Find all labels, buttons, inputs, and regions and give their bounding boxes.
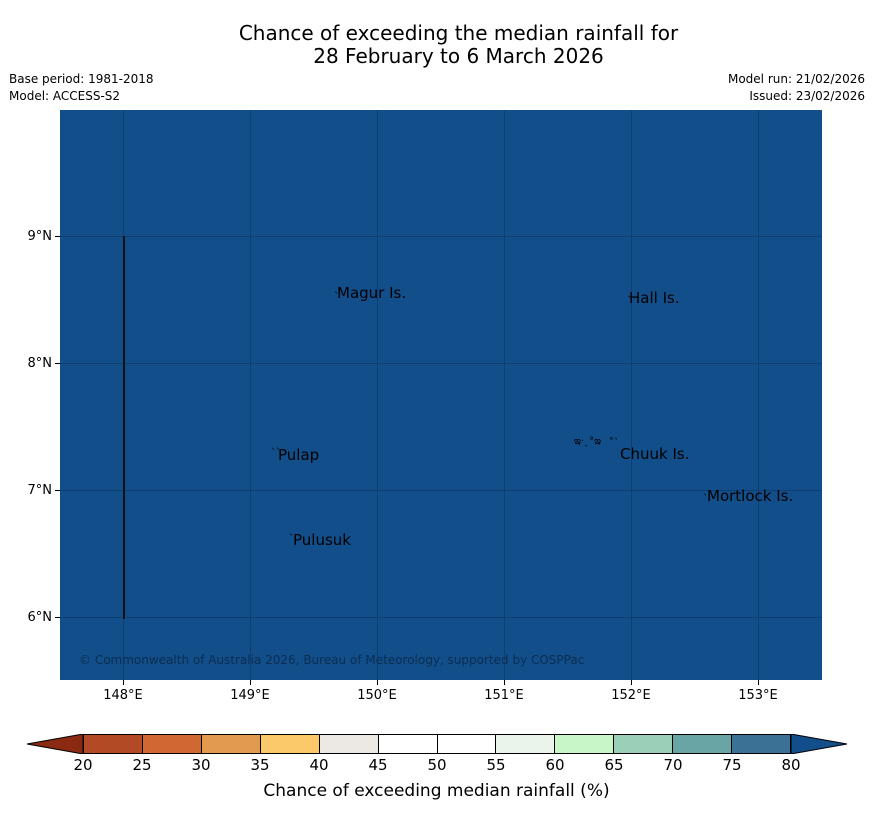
colorbar-tick-label: 30: [191, 756, 211, 774]
colorbar-tick-label: 45: [368, 756, 388, 774]
meta-right: Model run: 21/02/2026 Issued: 23/02/2026: [728, 71, 865, 105]
colorbar-segment: [614, 735, 674, 753]
colorbar-segment: [496, 735, 556, 753]
meta-left: Base period: 1981-2018 Model: ACCESS-S2: [9, 71, 154, 105]
colorbar-segment: [673, 735, 733, 753]
chuuk-island-marker: ఇ·ˎ°ఇ: [574, 436, 601, 447]
pulap-island-marker: ˎˎ: [271, 439, 281, 450]
copyright-text: © Commonwealth of Australia 2026, Bureau…: [79, 653, 585, 667]
colorbar-tick-label: 70: [663, 756, 683, 774]
gridline-153e: [758, 110, 759, 680]
gridline-8n: [60, 363, 822, 364]
boundary-line: [123, 236, 125, 619]
hall-island-marker: ˎ: [627, 287, 632, 298]
lon-tick-153e: [758, 680, 759, 685]
colorbar-tick-label: 40: [309, 756, 329, 774]
lat-label-6n: 6°N: [27, 610, 53, 625]
pulusuk-island-marker: ˎ: [289, 525, 294, 536]
colorbar: [83, 734, 791, 754]
colorbar-title: Chance of exceeding median rainfall (%): [263, 781, 610, 801]
colorbar-segment: [201, 735, 261, 753]
gridline-152e: [631, 110, 632, 680]
colorbar-tick-label: 50: [427, 756, 447, 774]
colorbar-tick-label: 75: [722, 756, 742, 774]
lon-label-153e: 153°E: [738, 688, 778, 703]
model-text: Model: ACCESS-S2: [9, 89, 121, 103]
colorbar-over-arrow: [790, 734, 848, 754]
colorbar-segment: [84, 735, 143, 753]
place-pulap: Pulap: [278, 446, 320, 464]
lat-tick-7n: [55, 490, 60, 491]
gridline-7n: [60, 490, 822, 491]
chuuk-reef-marker: ˳ˎ: [609, 429, 619, 440]
place-mortlock: Mortlock Is.: [707, 487, 794, 505]
gridline-9n: [60, 236, 822, 237]
colorbar-segment: [319, 735, 379, 753]
place-magur: Magur Is.: [337, 284, 407, 302]
title-line-2: 28 February to 6 March 2026: [313, 44, 604, 68]
lon-label-150e: 150°E: [357, 688, 397, 703]
lat-label-8n: 8°N: [27, 356, 53, 371]
magur-island-marker: ˎ: [334, 283, 339, 294]
lon-tick-150e: [377, 680, 378, 685]
place-pulusuk: Pulusuk: [293, 531, 351, 549]
gridline-150e: [377, 110, 378, 680]
colorbar-segment: [437, 735, 497, 753]
lat-tick-6n: [55, 617, 60, 618]
colorbar-segment: [142, 735, 202, 753]
lat-tick-8n: [55, 363, 60, 364]
colorbar-segment: [378, 735, 438, 753]
lat-label-9n: 9°N: [27, 229, 53, 244]
lon-tick-149e: [250, 680, 251, 685]
model-run-text: Model run: 21/02/2026: [727, 72, 865, 86]
lon-label-152e: 152°E: [611, 688, 651, 703]
colorbar-tick-label: 35: [250, 756, 270, 774]
gridline-149e: [250, 110, 251, 680]
mortlock-island-marker: ˎ: [703, 485, 708, 496]
colorbar-segment: [555, 735, 615, 753]
colorbar-segment: [732, 735, 791, 753]
colorbar-tick-label: 25: [132, 756, 152, 774]
map-title: Chance of exceeding the median rainfall …: [0, 22, 873, 68]
place-chuuk: Chuuk Is.: [620, 445, 690, 463]
map-panel[interactable]: ˎ Magur Is. ˎ Hall Is. ˎˎ Pulap ఇ·ˎ°ఇ ˳ˎ…: [60, 110, 822, 680]
lat-label-7n: 7°N: [27, 483, 53, 498]
lon-label-148e: 148°E: [103, 688, 143, 703]
colorbar-tick-label: 55: [486, 756, 506, 774]
lon-tick-148e: [123, 680, 124, 685]
base-period-text: Base period: 1981-2018: [9, 72, 154, 86]
colorbar-tick-label: 65: [604, 756, 624, 774]
colorbar-tick-label: 20: [73, 756, 93, 774]
lon-tick-151e: [504, 680, 505, 685]
colorbar-under-arrow: [26, 734, 84, 754]
lon-tick-152e: [631, 680, 632, 685]
place-hall: Hall Is.: [629, 289, 680, 307]
colorbar-tick-label: 80: [781, 756, 801, 774]
issued-text: Issued: 23/02/2026: [749, 89, 865, 103]
title-line-1: Chance of exceeding the median rainfall …: [238, 21, 679, 45]
lat-tick-9n: [55, 236, 60, 237]
lon-label-149e: 149°E: [230, 688, 270, 703]
gridline-151e: [504, 110, 505, 680]
colorbar-tick-label: 60: [545, 756, 565, 774]
colorbar-segment: [260, 735, 320, 753]
gridline-6n: [60, 617, 822, 618]
lon-label-151e: 151°E: [484, 688, 524, 703]
